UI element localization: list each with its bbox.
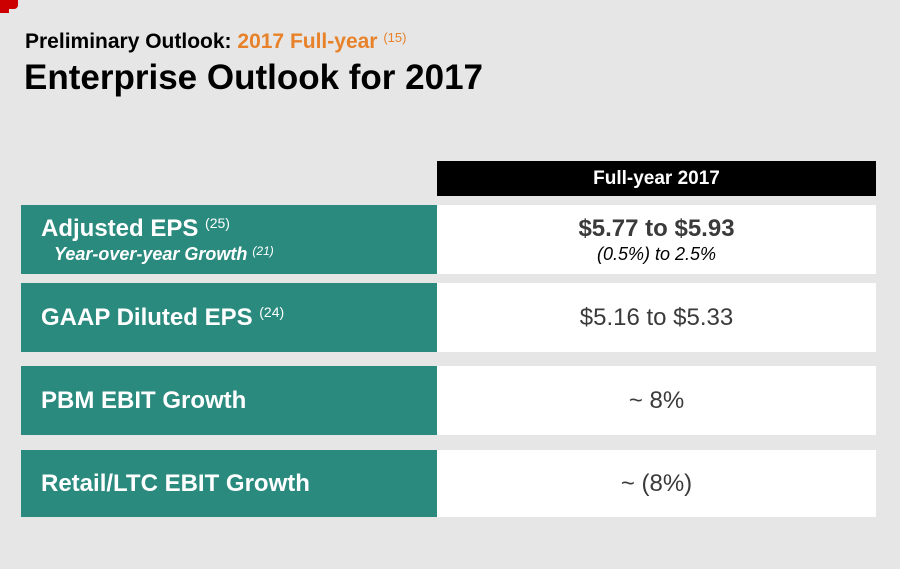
row-label-footnote: (24) [259, 303, 285, 320]
table-row-adjusted-eps: Adjusted EPS (25) Year-over-year Growth … [21, 205, 876, 274]
row-value-cell: ~ (8%) [437, 450, 876, 517]
table-row-pbm-ebit-growth: PBM EBIT Growth ~ 8% [21, 366, 876, 435]
row-label: Retail/LTC EBIT Growth [41, 469, 310, 497]
table-row-gaap-diluted-eps: GAAP Diluted EPS (24) $5.16 to $5.33 [21, 283, 876, 352]
row-label-cell: Adjusted EPS (25) Year-over-year Growth … [21, 205, 437, 274]
row-label-text: GAAP Diluted EPS [41, 303, 253, 331]
column-header-full-year: Full-year 2017 [437, 161, 876, 196]
row-label: Adjusted EPS (25) [41, 215, 437, 243]
brand-logo-mark [0, 0, 18, 13]
row-subvalue: (0.5%) to 2.5% [596, 243, 717, 264]
row-label-text: Adjusted EPS [41, 214, 199, 242]
row-label-cell: PBM EBIT Growth [21, 366, 437, 435]
row-value: ~ (8%) [620, 469, 693, 497]
row-label-footnote: (25) [205, 214, 230, 231]
row-sublabel-text: Year-over-year Growth [54, 243, 248, 264]
page-subtitle: Preliminary Outlook: 2017 Full-year (15) [25, 30, 406, 54]
row-value-cell: $5.16 to $5.33 [437, 283, 876, 352]
subtitle-accent: 2017 Full-year [237, 30, 378, 53]
subtitle-footnote: (15) [383, 30, 407, 45]
row-value-cell: $5.77 to $5.93 (0.5%) to 2.5% [437, 205, 876, 274]
row-value: $5.77 to $5.93 [578, 214, 735, 242]
row-sublabel-footnote: (21) [252, 243, 274, 258]
row-value-cell: ~ 8% [437, 366, 876, 435]
row-value: $5.16 to $5.33 [579, 303, 734, 331]
table-row-retail-ltc-ebit-growth: Retail/LTC EBIT Growth ~ (8%) [21, 450, 876, 517]
page-title: Enterprise Outlook for 2017 [24, 58, 484, 97]
row-label-cell: Retail/LTC EBIT Growth [21, 450, 437, 517]
row-label-cell: GAAP Diluted EPS (24) [21, 283, 437, 352]
row-label: PBM EBIT Growth [41, 386, 247, 414]
row-sublabel: Year-over-year Growth (21) [41, 244, 437, 265]
row-label: GAAP Diluted EPS (24) [41, 304, 437, 332]
row-value: ~ 8% [628, 386, 685, 414]
subtitle-prefix: Preliminary Outlook: [25, 30, 232, 53]
